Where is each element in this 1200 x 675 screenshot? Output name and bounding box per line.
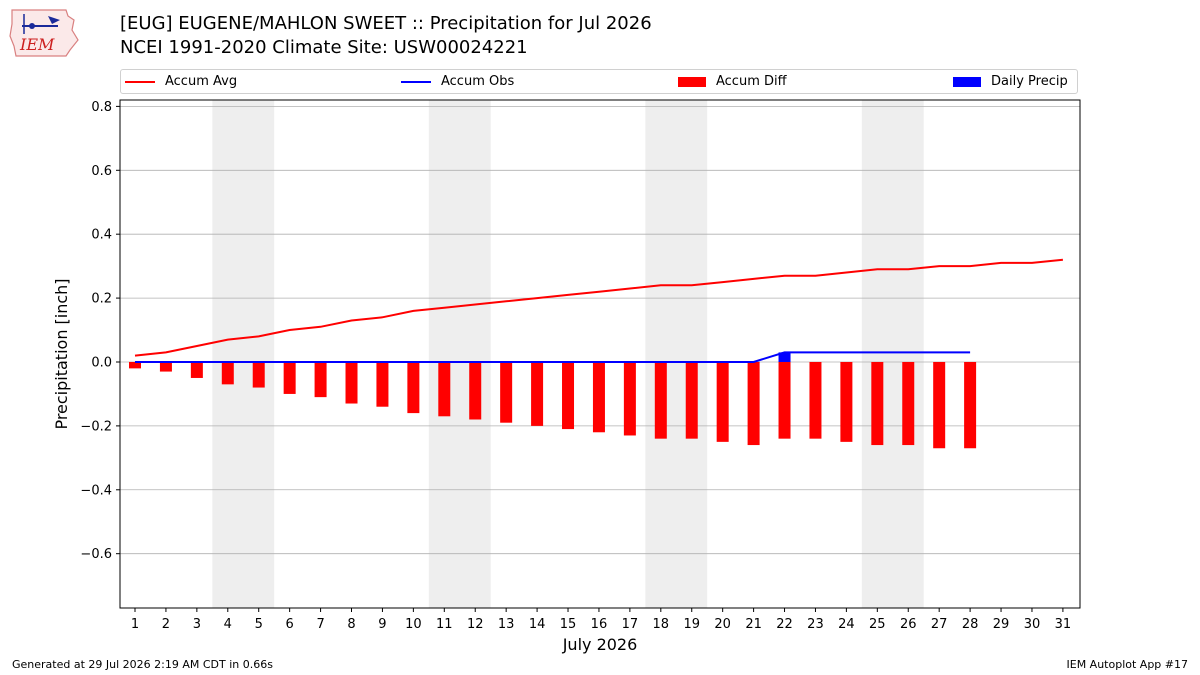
x-tick-label: 29 (993, 617, 1010, 632)
weekend-shade (428, 100, 491, 608)
accum-diff-bar (716, 361, 729, 442)
accum-diff-bar (252, 361, 265, 388)
x-tick-label: 31 (1055, 617, 1072, 632)
x-tick-label: 15 (560, 617, 577, 632)
x-tick-label: 24 (838, 617, 855, 632)
x-tick-label: 26 (900, 617, 917, 632)
accum-diff-bar (592, 361, 605, 433)
x-tick-label: 10 (405, 617, 422, 632)
accum-diff-bar (902, 361, 915, 446)
x-tick-label: 13 (498, 617, 515, 632)
accum-diff-bar (747, 361, 760, 446)
legend-label-accum-avg: Accum Avg (165, 74, 238, 89)
y-tick-label: −0.6 (80, 547, 112, 562)
x-tick-label: 14 (529, 617, 546, 632)
x-tick-label: 5 (255, 617, 263, 632)
accum-diff-bar (159, 361, 172, 372)
x-tick-label: 19 (683, 617, 700, 632)
x-tick-label: 2 (162, 617, 170, 632)
accum-diff-bar (407, 361, 420, 414)
svg-text:IEM: IEM (19, 35, 55, 54)
accum-diff-bar (129, 361, 141, 369)
x-tick-label: 23 (807, 617, 824, 632)
x-tick-label: 21 (745, 617, 762, 632)
legend: Accum Avg Accum Obs Accum Diff Daily Pre… (120, 69, 1078, 94)
weekend-shade (212, 100, 275, 608)
y-axis-label: Precipitation [inch] (52, 278, 71, 429)
x-tick-label: 22 (776, 617, 793, 632)
y-tick-label: −0.4 (80, 483, 112, 498)
x-tick-label: 7 (316, 617, 324, 632)
chart-subtitle: NCEI 1991-2020 Climate Site: USW00024221 (120, 37, 528, 58)
x-tick-label: 9 (378, 617, 386, 632)
x-axis-label: July 2026 (562, 635, 638, 654)
x-tick-label: 4 (224, 617, 232, 632)
legend-item-daily-precip: Daily Precip (953, 70, 1068, 93)
y-tick-label: 0.2 (91, 292, 112, 307)
iem-logo: IEM (9, 9, 79, 57)
x-tick-label: 28 (962, 617, 979, 632)
y-tick-label: 0.4 (91, 228, 112, 243)
x-tick-label: 12 (467, 617, 484, 632)
legend-label-accum-diff: Accum Diff (716, 74, 787, 89)
accum-diff-bar (221, 361, 234, 385)
accum-diff-bar (685, 361, 698, 439)
accum-diff-bar (809, 361, 822, 439)
x-tick-label: 17 (622, 617, 639, 632)
weekend-shade (861, 100, 924, 608)
legend-label-accum-obs: Accum Obs (441, 74, 515, 89)
accum-obs-swatch (401, 80, 431, 83)
chart-title: [EUG] EUGENE/MAHLON SWEET :: Precipitati… (120, 13, 652, 34)
daily-precip-swatch (953, 76, 981, 87)
x-tick-label: 18 (653, 617, 670, 632)
legend-item-accum-diff: Accum Diff (678, 70, 787, 93)
accum-diff-bar (562, 361, 575, 430)
accum-diff-bar (345, 361, 358, 404)
accum-diff-swatch (678, 76, 706, 87)
accum-diff-bar (623, 361, 636, 436)
weekend-shade (645, 100, 708, 608)
accum-obs-line (135, 351, 971, 363)
accum-avg-swatch (125, 80, 155, 83)
x-tick-label: 16 (591, 617, 608, 632)
generated-timestamp: Generated at 29 Jul 2026 2:19 AM CDT in … (12, 658, 273, 671)
legend-item-accum-obs: Accum Obs (401, 70, 514, 93)
x-tick-label: 3 (193, 617, 201, 632)
accum-diff-bar (376, 361, 389, 407)
y-tick-label: 0.0 (91, 355, 112, 370)
x-tick-label: 25 (869, 617, 886, 632)
legend-label-daily-precip: Daily Precip (991, 74, 1068, 89)
accum-diff-bar (190, 361, 203, 378)
accum-diff-bar (871, 361, 884, 446)
y-tick-label: −0.2 (80, 419, 112, 434)
plot-frame (119, 99, 1081, 609)
accum-diff-bar (933, 361, 946, 449)
x-tick-label: 20 (714, 617, 731, 632)
app-credit: IEM Autoplot App #17 (1066, 658, 1189, 671)
accum-diff-bar (531, 361, 544, 426)
daily-precip-bar (778, 352, 791, 362)
accum-diff-bar (840, 361, 853, 442)
accum-avg-line (134, 258, 1064, 357)
y-tick-label: 0.8 (91, 100, 112, 115)
accum-diff-bar (964, 361, 977, 449)
x-tick-label: 8 (347, 617, 355, 632)
accum-diff-bar (438, 361, 451, 417)
legend-item-accum-avg: Accum Avg (125, 70, 237, 93)
x-tick-label: 11 (436, 617, 453, 632)
accum-diff-bar (469, 361, 482, 420)
accum-diff-bar (778, 361, 791, 439)
accum-diff-bar (314, 361, 327, 398)
x-tick-label: 27 (931, 617, 948, 632)
y-tick-label: 0.6 (91, 164, 112, 179)
x-tick-label: 30 (1024, 617, 1041, 632)
x-tick-label: 1 (131, 617, 139, 632)
x-tick-label: 6 (286, 617, 294, 632)
accum-diff-bar (500, 361, 513, 423)
accum-diff-bar (654, 361, 667, 439)
accum-diff-bar (283, 361, 296, 394)
